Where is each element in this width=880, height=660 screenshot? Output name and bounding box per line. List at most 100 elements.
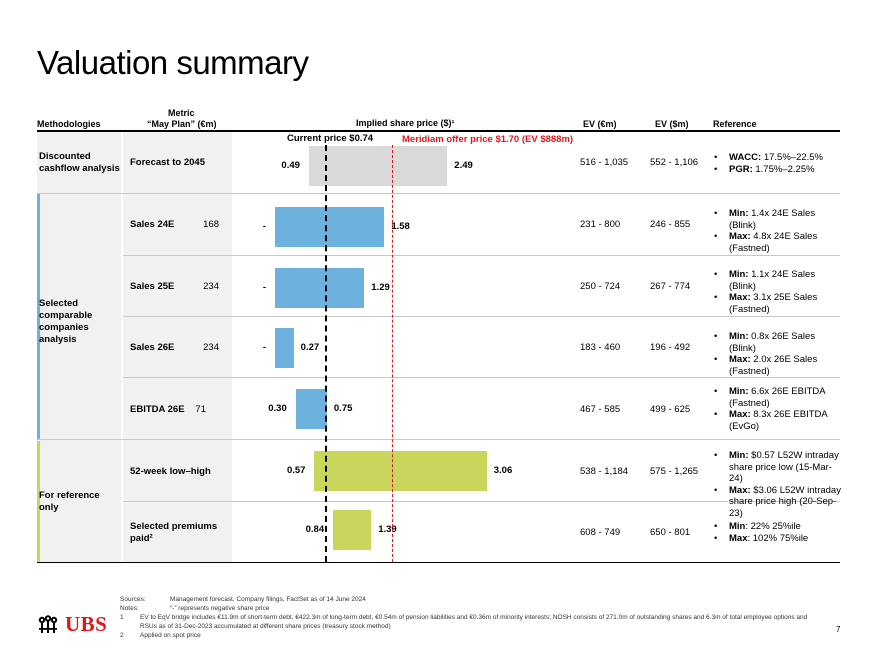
row-separator (123, 255, 840, 256)
header-metric-top: Metric (168, 108, 195, 118)
offer-price-line (391, 145, 393, 562)
metric-value: 234 (203, 281, 219, 292)
ev-eur: 250 - 724 (580, 281, 621, 292)
ev-usd: 575 - 1,265 (650, 466, 699, 477)
reference-cell: • Min: 6.6x 26E EBITDA (Fastned) • Max: 8.… (712, 386, 844, 432)
ev-eur: 183 - 460 (580, 342, 621, 353)
ev-usd: 267 - 774 (650, 281, 691, 292)
high-label: 2.49 (454, 160, 473, 171)
metric-label: Forecast to 2045 (130, 157, 205, 168)
reference-cell: • Min: 22% 25%ile • Max: 102% 75%ile (712, 521, 844, 544)
reference-bullet: • Min: 0.8x 26E Sales (Blink) (714, 331, 816, 354)
range-bar-sales-26e (275, 328, 294, 368)
low-label: - (262, 342, 266, 353)
page-number: 7 (836, 625, 841, 634)
row-separator (123, 501, 840, 502)
methodology-comparable: Selected comparable companies analysis (39, 298, 93, 345)
low-label: 0.57 (286, 465, 306, 476)
range-bar-premiums (333, 510, 372, 550)
ev-usd: 246 - 855 (650, 219, 691, 230)
ev-eur: 516 - 1,035 (580, 157, 629, 168)
metric-band (123, 132, 232, 562)
header-implied-price: Implied share price ($)¹ (356, 118, 455, 128)
row-separator (37, 439, 840, 440)
ev-usd: 499 - 625 (650, 404, 691, 415)
footnote-2: Applied on spot price (140, 632, 201, 639)
reference-bullet: • PGR: 1.75%–2.25% (714, 163, 815, 175)
metric-label: Sales 26E (130, 342, 175, 353)
footnote-notes-key: Notes: (120, 605, 139, 612)
metric-label: 52-week low–high (130, 466, 211, 477)
footnote-sources: Management forecast, Company filings, Fa… (170, 596, 366, 603)
row-separator (123, 377, 840, 378)
range-bar-52-week (314, 451, 487, 491)
metric-value: 234 (203, 342, 219, 353)
current-price-line (325, 145, 328, 562)
ev-usd: 650 - 801 (650, 527, 691, 538)
comparable-accent-bar (37, 194, 40, 439)
reference-bullet: • Max: 8.3x 26E EBITDA (EvGo) (714, 409, 828, 432)
ev-eur: 467 - 585 (580, 404, 621, 415)
row-separator (37, 193, 840, 194)
reference-bullet: • Min: 1.1x 24E Sales (Blink) (714, 269, 816, 292)
table-bottom-rule (37, 562, 840, 563)
ubs-keys-icon (38, 614, 58, 633)
low-label: - (262, 282, 266, 293)
reference-bullet: • Min: 1.4x 24E Sales (Blink) (714, 208, 816, 231)
footnote-notes: “-” represents negative share price (170, 605, 270, 612)
ev-usd: 196 - 492 (650, 342, 691, 353)
header-ev-eur: EV (€m) (583, 119, 617, 129)
ubs-logo-text: UBS (65, 612, 108, 636)
metric-label: Selected premiums paid² (130, 521, 218, 544)
reference-bullet: • Max: 3.1x 25E Sales (Fastned) (714, 292, 818, 315)
high-label: 3.06 (493, 465, 513, 476)
ev-eur: 538 - 1,184 (580, 466, 629, 477)
header-ev-usd: EV ($m) (655, 119, 689, 129)
header-reference: Reference (713, 119, 757, 129)
high-label: 1.29 (371, 282, 390, 293)
low-label: 0.84 (305, 524, 325, 535)
current-price-label: Current price $0.74 (287, 133, 374, 144)
metric-label: Sales 25E (130, 281, 175, 292)
page-title: Valuation summary (37, 44, 309, 81)
high-label: 0.75 (333, 403, 353, 414)
reference-cell: • WACC: 17.5%–22.5% • PGR: 1.75%–2.25% (712, 152, 844, 175)
range-bar-dcf (308, 146, 448, 186)
ev-eur: 231 - 800 (580, 219, 621, 230)
reference-bullet: • Min: 22% 25%ile (714, 521, 801, 532)
reference-bullet: • Max: 102% 75%ile (714, 532, 809, 544)
reference-bullet: • Max: 4.8x 24E Sales (Fastned) (714, 231, 818, 254)
low-label: 0.30 (268, 403, 287, 414)
offer-price-label: Meridiam offer price $1.70 (EV $888m) (402, 134, 574, 145)
methodology-dcf: Discounted cashflow analysis (39, 151, 120, 174)
footnote-1-cont: RSUs as of 31-Dec-2023 accumulated at di… (140, 623, 391, 630)
reference-cell: • Min: 1.1x 24E Sales (Blink) • Max: 3.1x … (712, 269, 844, 315)
footnote-1: EV to EqV bridge includes €11.9m of shor… (140, 614, 808, 621)
high-label: 0.27 (300, 342, 320, 353)
high-label: 1.58 (391, 221, 410, 232)
footnote-1-key: 1 (120, 614, 124, 621)
header-rule (37, 130, 840, 132)
row-separator (123, 316, 840, 317)
header-methodologies: Methodologies (37, 119, 101, 129)
reference-bullet: • Min: 6.6x 26E EBITDA (Fastned) (714, 386, 826, 409)
metric-value: 71 (195, 404, 206, 415)
low-label: 0.49 (281, 160, 300, 171)
reference-bullet: • Max: $3.06 L52W intraday share price hi… (714, 484, 841, 519)
metric-value: 168 (203, 219, 219, 230)
reference-cell: • Min: $0.57 L52W intraday share price lo… (712, 450, 844, 519)
range-bar-sales-25e (275, 268, 365, 308)
low-label: - (262, 221, 266, 232)
high-label: 1.39 (378, 524, 397, 535)
header-metric-bottom: “May Plan” (€m) (147, 119, 217, 129)
reference-accent-bar (37, 441, 40, 562)
reference-bullet: • Min: $0.57 L52W intraday share price lo… (714, 450, 839, 485)
reference-cell: • Min: 0.8x 26E Sales (Blink) • Max: 2.0x … (712, 331, 844, 377)
range-bar-sales-24e (275, 207, 385, 247)
metric-label: Sales 24E (130, 219, 175, 230)
methodology-reference: For reference only (39, 490, 100, 513)
ubs-logo: UBS (37, 612, 107, 637)
footnote-sources-key: Sources: (120, 596, 146, 603)
footnote-2-key: 2 (120, 632, 124, 639)
reference-bullet: • WACC: 17.5%–22.5% (714, 152, 823, 163)
